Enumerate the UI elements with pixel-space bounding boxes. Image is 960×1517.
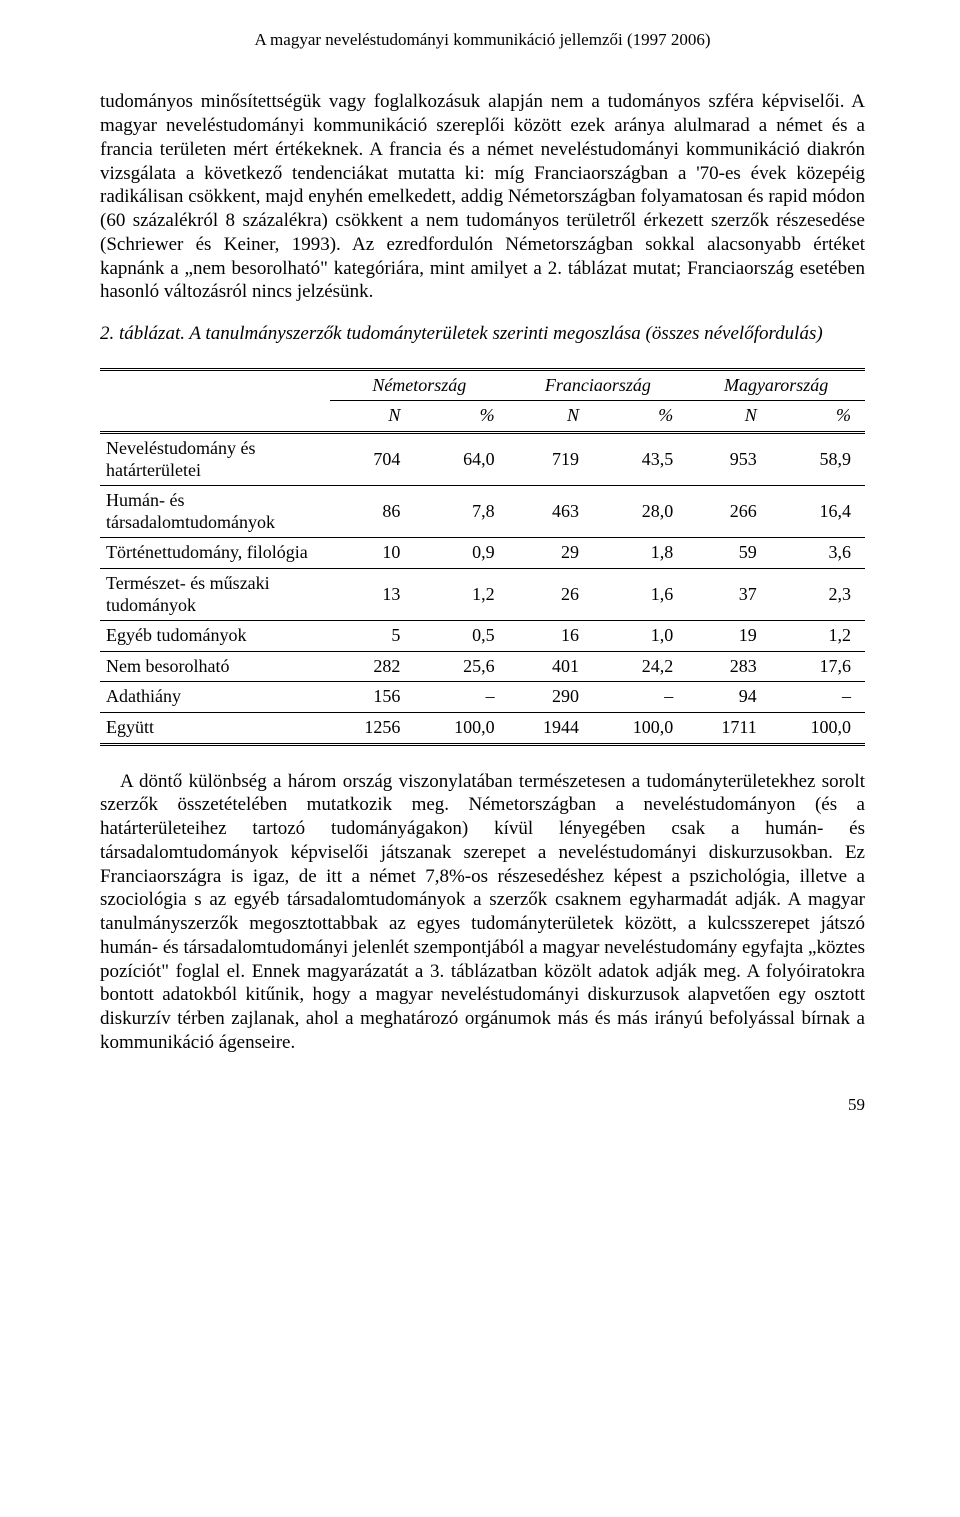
cell: 0,9 [420, 538, 508, 569]
cell: 64,0 [420, 433, 508, 486]
table-caption-text: A tanulmányszerzők tudományterületek sze… [189, 323, 822, 344]
cell: 1,8 [599, 538, 687, 569]
cell: 283 [687, 651, 776, 682]
cell: 86 [330, 486, 420, 538]
cell: 1,0 [599, 621, 687, 652]
cell: 3,6 [777, 538, 865, 569]
cell: 25,6 [420, 651, 508, 682]
table-caption-label: 2. táblázat. [100, 323, 185, 344]
col-country-hu: Magyarország [687, 369, 865, 401]
cell: 16 [509, 621, 599, 652]
cell: 2,3 [777, 569, 865, 621]
table-row: Nem besorolható 282 25,6 401 24,2 283 17… [100, 651, 865, 682]
cell: 100,0 [420, 713, 508, 745]
table-row-total: Együtt 1256 100,0 1944 100,0 1711 100,0 [100, 713, 865, 745]
cell: 1944 [509, 713, 599, 745]
cell: 24,2 [599, 651, 687, 682]
table-caption: 2. táblázat. A tanulmányszerzők tudomány… [100, 322, 865, 346]
cell: 266 [687, 486, 776, 538]
cell: 29 [509, 538, 599, 569]
cell: 100,0 [599, 713, 687, 745]
cell: 26 [509, 569, 599, 621]
cell: 719 [509, 433, 599, 486]
table-row: Neveléstudomány és határterületei 704 64… [100, 433, 865, 486]
table-row: Természet- és műszaki tudományok 13 1,2 … [100, 569, 865, 621]
col-sub: N [509, 401, 599, 433]
table-row: Humán- és társadalomtudományok 86 7,8 46… [100, 486, 865, 538]
cell: – [777, 682, 865, 713]
cell: 5 [330, 621, 420, 652]
col-sub: % [777, 401, 865, 433]
cell: 19 [687, 621, 776, 652]
table-row: Egyéb tudományok 5 0,5 16 1,0 19 1,2 [100, 621, 865, 652]
paragraph-2: A döntő különbség a három ország viszony… [100, 770, 865, 1055]
col-sub: % [599, 401, 687, 433]
cell: 1256 [330, 713, 420, 745]
col-sub: N [687, 401, 776, 433]
cell-label: Humán- és társadalomtudományok [100, 486, 330, 538]
cell-label: Történettudomány, filológia [100, 538, 330, 569]
cell-label: Egyéb tudományok [100, 621, 330, 652]
cell: 37 [687, 569, 776, 621]
cell: 17,6 [777, 651, 865, 682]
cell: – [420, 682, 508, 713]
cell: 58,9 [777, 433, 865, 486]
cell-label: Együtt [100, 713, 330, 745]
cell: 1711 [687, 713, 776, 745]
cell: 156 [330, 682, 420, 713]
col-country-de: Németország [330, 369, 509, 401]
page-number: 59 [100, 1095, 865, 1115]
cell: 1,2 [777, 621, 865, 652]
cell: 28,0 [599, 486, 687, 538]
cell-label: Adathiány [100, 682, 330, 713]
cell: 1,6 [599, 569, 687, 621]
cell: 43,5 [599, 433, 687, 486]
cell: 16,4 [777, 486, 865, 538]
cell: 7,8 [420, 486, 508, 538]
table-row: Adathiány 156 – 290 – 94 – [100, 682, 865, 713]
cell: 13 [330, 569, 420, 621]
cell: 100,0 [777, 713, 865, 745]
table-2: Németország Franciaország Magyarország N… [100, 368, 865, 746]
col-sub: % [420, 401, 508, 433]
paragraph-1: tudományos minősítettségük vagy foglalko… [100, 90, 865, 304]
cell: 463 [509, 486, 599, 538]
col-sub: N [330, 401, 420, 433]
cell: 1,2 [420, 569, 508, 621]
cell: 94 [687, 682, 776, 713]
cell: 290 [509, 682, 599, 713]
table-row: Történettudomány, filológia 10 0,9 29 1,… [100, 538, 865, 569]
cell: 704 [330, 433, 420, 486]
cell-label: Természet- és műszaki tudományok [100, 569, 330, 621]
running-header: A magyar neveléstudományi kommunikáció j… [100, 30, 865, 50]
cell: – [599, 682, 687, 713]
cell: 282 [330, 651, 420, 682]
cell-label: Nem besorolható [100, 651, 330, 682]
cell: 0,5 [420, 621, 508, 652]
cell-label: Neveléstudomány és határterületei [100, 433, 330, 486]
cell: 953 [687, 433, 776, 486]
cell: 401 [509, 651, 599, 682]
cell: 10 [330, 538, 420, 569]
col-country-fr: Franciaország [509, 369, 688, 401]
cell: 59 [687, 538, 776, 569]
